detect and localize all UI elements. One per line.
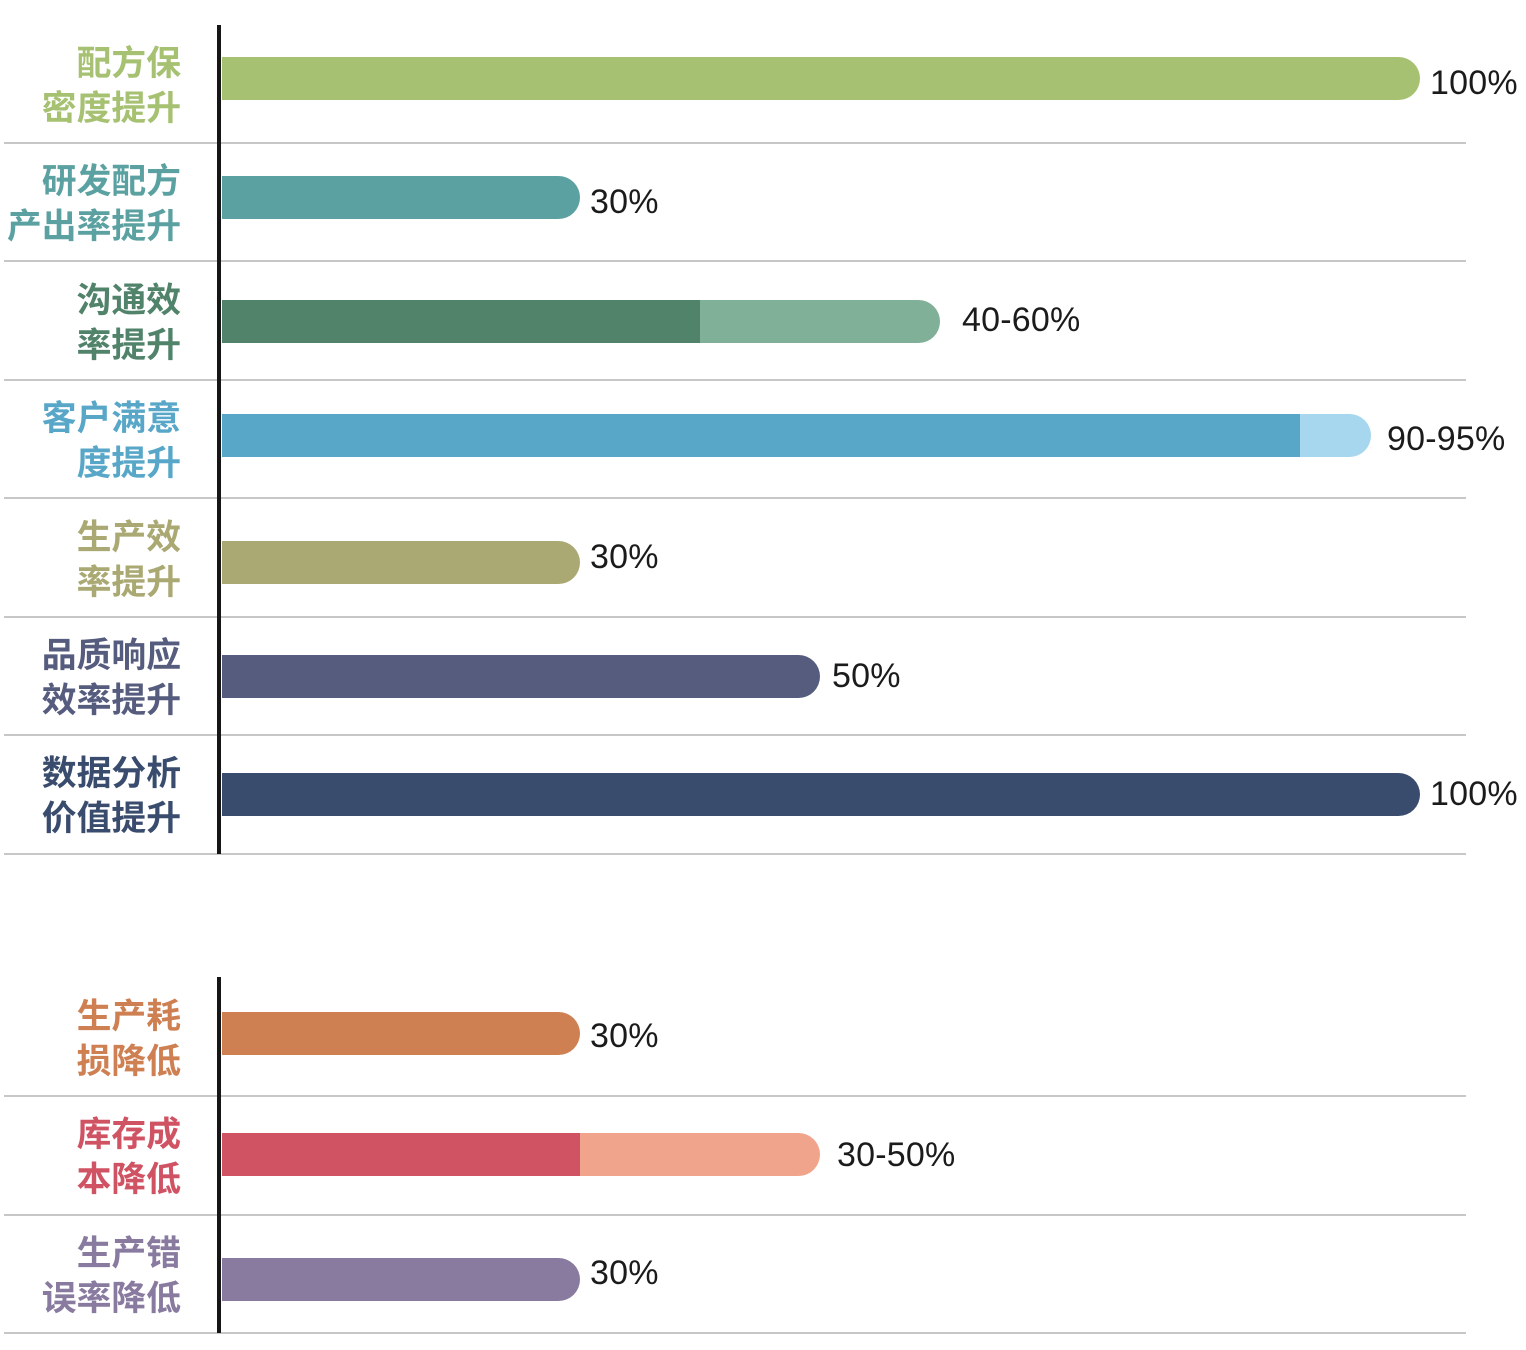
row-separator (4, 378, 1466, 381)
bar-segment-main (222, 413, 1300, 457)
category-label: 生产耗 损降低 (76, 988, 181, 1084)
bar-segment-main (222, 654, 820, 698)
bar (222, 654, 820, 698)
bar-segment-main (222, 1012, 580, 1056)
row-separator (4, 142, 1466, 145)
category-label: 沟通效 率提升 (76, 272, 181, 368)
axis-line (217, 977, 221, 1334)
row-separator (4, 1094, 1466, 1097)
bar-segment-light (580, 1132, 820, 1176)
bar (222, 175, 580, 219)
category-label: 库存成 本降低 (76, 1107, 181, 1203)
bar-segment-main (222, 1132, 580, 1176)
bar-segment-main (222, 1258, 580, 1302)
row-separator (4, 852, 1466, 855)
bar-segment-main (222, 300, 700, 344)
bar (222, 1258, 580, 1302)
chart-row: 研发配方 产出率提升 30% (0, 143, 1526, 263)
category-label: 研发配方 产出率提升 (7, 154, 181, 250)
chart-row: 数据分析 价值提升 100% (0, 735, 1526, 855)
chart-block-reductions: 生产耗 损降低 30% 库存成 本降低 30-50% 生产错 误率降低 30% (0, 977, 1526, 1335)
bar (222, 772, 1420, 816)
category-label: 生产效 率提升 (76, 509, 181, 605)
axis-line (217, 24, 221, 854)
chart-row: 客户满意 度提升 90-95% (0, 380, 1526, 500)
chart-row: 品质响应 效率提升 50% (0, 617, 1526, 737)
value-label: 30-50% (837, 1135, 956, 1174)
value-label: 100% (1430, 64, 1518, 103)
bar (222, 1012, 580, 1056)
value-label: 30% (590, 1254, 659, 1293)
value-label: 30% (590, 538, 659, 577)
chart-block-improvements: 配方保 密度提升 100% 研发配方 产出率提升 30% 沟通效 率提升 40-… (0, 24, 1526, 855)
chart-row: 生产错 误率降低 30% (0, 1215, 1526, 1335)
row-separator (4, 734, 1466, 737)
bar-segment-main (222, 57, 1420, 101)
bar-segment-main (222, 772, 1420, 816)
chart-row: 生产效 率提升 30% (0, 498, 1526, 618)
category-label: 生产错 误率降低 (41, 1225, 181, 1321)
value-label: 30% (590, 1017, 659, 1056)
row-separator (4, 1332, 1466, 1335)
bar-segment-light (700, 300, 940, 344)
row-separator (4, 497, 1466, 500)
row-separator (4, 260, 1466, 263)
category-label: 客户满意 度提升 (41, 391, 181, 487)
row-separator (4, 1213, 1466, 1216)
category-label: 配方保 密度提升 (41, 35, 181, 131)
bar-range (222, 1132, 820, 1176)
value-label: 90-95% (1387, 419, 1506, 458)
value-label: 40-60% (962, 301, 1081, 340)
chart-row: 库存成 本降低 30-50% (0, 1096, 1526, 1216)
value-label: 30% (590, 182, 659, 221)
bar-range (222, 300, 940, 344)
bar (222, 541, 580, 585)
bar-range (222, 413, 1371, 457)
chart-row: 配方保 密度提升 100% (0, 25, 1526, 145)
chart-row: 沟通效 率提升 40-60% (0, 261, 1526, 381)
chart-row: 生产耗 损降低 30% (0, 977, 1526, 1097)
value-label: 100% (1430, 774, 1518, 813)
category-label: 品质响应 效率提升 (41, 628, 181, 723)
category-label: 数据分析 价值提升 (41, 746, 181, 842)
bar-segment-main (222, 541, 580, 585)
bar (222, 57, 1420, 101)
bar-segment-light (1300, 413, 1371, 457)
row-separator (4, 615, 1466, 618)
bar-segment-main (222, 175, 580, 219)
value-label: 50% (832, 656, 901, 695)
